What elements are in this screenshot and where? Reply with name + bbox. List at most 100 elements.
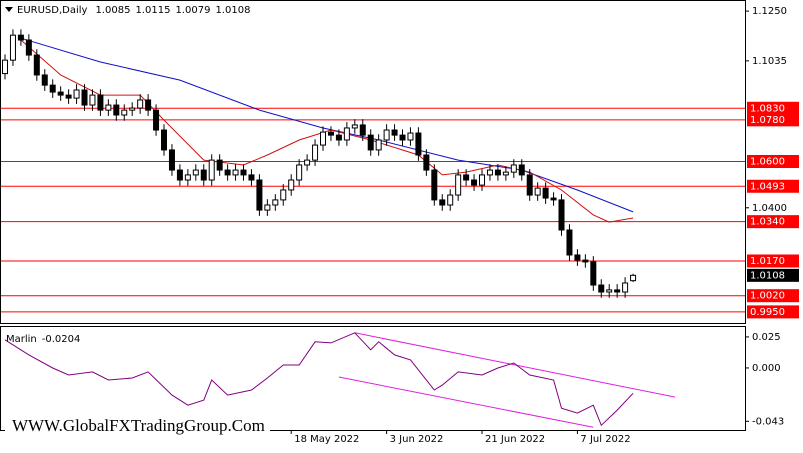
header-close: 1.0108: [215, 5, 250, 16]
indicator-line: [4, 332, 634, 427]
candle-body: [494, 169, 501, 176]
x-tick-label: 7 Jul 2022: [580, 434, 630, 445]
x-tick-label: 21 Jun 2022: [485, 434, 545, 445]
candle-body: [192, 169, 199, 176]
menu-triangle: [5, 7, 13, 12]
header-low: 1.0079: [175, 5, 210, 16]
level-label: 1.0600: [750, 157, 785, 168]
level-label-box: [747, 113, 799, 127]
candle-body: [81, 89, 88, 106]
level-label: 1.0780: [750, 115, 785, 126]
candle-body: [463, 174, 470, 181]
candle-body: [550, 197, 557, 201]
candle-body: [415, 132, 422, 156]
candle-body: [272, 199, 279, 206]
candle-body: [367, 134, 374, 151]
oscillator-header: Marlin -0.0204: [6, 334, 80, 345]
candle-body: [248, 174, 255, 181]
candle-body: [423, 154, 430, 171]
candle-body: [312, 144, 319, 161]
trend-line: [354, 332, 676, 398]
candle-body: [176, 169, 183, 181]
candle-body: [89, 94, 96, 106]
candle-body: [606, 289, 613, 293]
x-tick-label: 18 May 2022: [294, 434, 359, 445]
candle-body: [351, 124, 358, 129]
candle-body: [407, 132, 414, 141]
candle-body: [320, 131, 327, 146]
candle-body: [208, 159, 215, 181]
candle-body: [17, 34, 24, 41]
candle-body: [558, 199, 565, 231]
candle-body: [447, 194, 454, 206]
header-open: 1.0085: [95, 5, 130, 16]
price-frame: [0, 0, 746, 324]
candle-body: [256, 179, 263, 211]
candle-body: [288, 179, 295, 191]
level-label-box: [747, 179, 799, 193]
level-label: 1.0493: [750, 181, 785, 192]
oscillator-frame: [0, 326, 746, 431]
level-label-box: [747, 289, 799, 303]
candle-body: [224, 169, 231, 176]
candle-body: [105, 104, 112, 111]
level-label: 1.0830: [750, 103, 785, 114]
candle-body: [41, 74, 48, 86]
candle-body: [137, 99, 144, 109]
candle-body: [121, 109, 128, 116]
level-label: 1.0340: [750, 217, 785, 228]
watermark: WWW.GlobalFXTradingGroup.Com: [12, 416, 265, 435]
level-label: 1.0020: [750, 291, 785, 302]
candle-body: [200, 169, 207, 181]
symbol: EURUSD,Daily: [17, 5, 88, 16]
candle-body: [582, 259, 589, 263]
candle-body: [574, 254, 581, 261]
candle-body: [566, 229, 573, 256]
candle-body: [65, 94, 72, 99]
candle-body: [518, 164, 525, 176]
level-label: 1.0170: [750, 256, 785, 267]
candle-body: [33, 54, 40, 76]
candle-body: [25, 39, 32, 56]
candle-body: [455, 174, 462, 196]
moving-average: [20, 39, 634, 223]
y-tick-label: 0.025: [752, 332, 781, 343]
candle-body: [439, 199, 446, 206]
moving-average: [20, 37, 634, 213]
y-tick-label: -0.043: [752, 416, 784, 427]
candle-body: [375, 139, 382, 151]
candle-body: [153, 109, 160, 131]
level-label-box: [747, 101, 799, 115]
candle-body: [343, 127, 350, 141]
watermark-box: [5, 413, 270, 441]
current-price-box: [747, 268, 799, 282]
candle-body: [391, 129, 398, 136]
level-label: 0.9950: [750, 307, 785, 318]
candle-body: [431, 169, 438, 201]
candle-body: [590, 261, 597, 286]
candle-body: [264, 204, 271, 211]
candle-body: [630, 274, 637, 282]
candle-body: [240, 169, 247, 176]
candle-body: [296, 164, 303, 181]
candle-body: [335, 134, 342, 141]
candle-body: [73, 89, 80, 99]
candle-body: [526, 174, 533, 196]
candle-body: [598, 284, 605, 293]
candle-body: [9, 34, 16, 61]
y-tick-label: 1.1250: [752, 6, 787, 17]
candle-body: [184, 174, 191, 181]
candle-body: [510, 164, 517, 173]
candle-body: [129, 107, 136, 111]
candle-body: [399, 134, 406, 141]
candle-body: [57, 91, 64, 96]
chart-header: EURUSD,Daily 1.0085 1.0115 1.0079 1.0108: [17, 5, 250, 16]
candle-body: [486, 169, 493, 176]
candle-body: [383, 129, 390, 141]
y-tick-label: 1.1035: [752, 56, 787, 67]
candle-body: [622, 282, 629, 293]
candle-body: [471, 179, 478, 186]
y-tick-label: 1.0400: [752, 203, 787, 214]
